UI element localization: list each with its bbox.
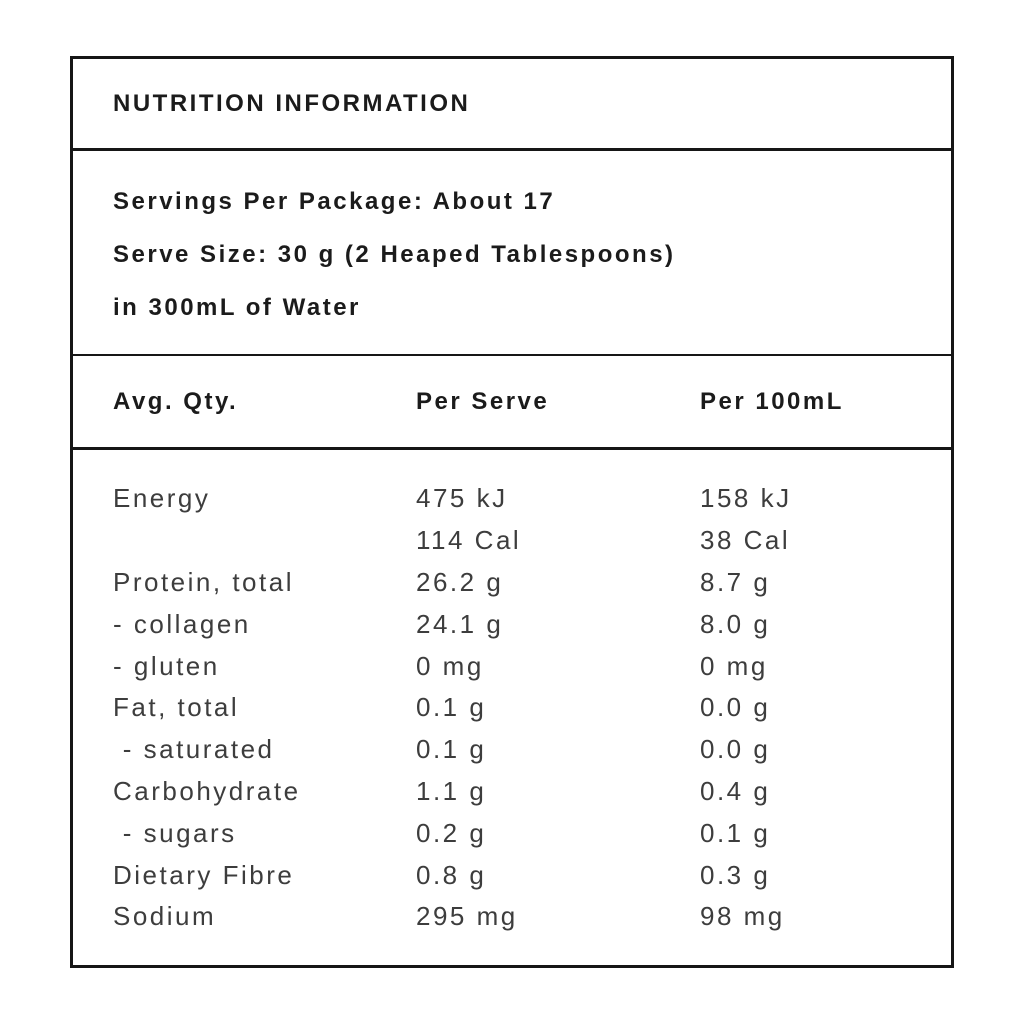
row-label: Energy — [113, 483, 211, 514]
col-header-per-serve: Per Serve — [416, 387, 550, 415]
row-label: Dietary Fibre — [113, 859, 295, 890]
row-label: - collagen — [113, 608, 251, 639]
row-per-100ml: 8.7 g — [700, 566, 771, 597]
row-per-serve: 0.2 g — [416, 817, 487, 848]
row-per-100ml: 0.3 g — [700, 859, 771, 890]
row-per-serve: 1.1 g — [416, 775, 487, 806]
table-row-energy: Energy 475 kJ 158 kJ — [113, 478, 931, 520]
table-row-collagen: - collagen 24.1 g 8.0 g — [113, 603, 931, 645]
serving-info-section: Servings Per Package: About 17 Serve Siz… — [73, 151, 951, 356]
row-per-100ml: 0.4 g — [700, 775, 771, 806]
row-per-serve: 26.2 g — [416, 566, 504, 597]
col-header-avg-qty: Avg. Qty. — [113, 387, 239, 415]
label-title: NUTRITION INFORMATION — [113, 89, 471, 117]
row-per-100ml: 0.1 g — [700, 817, 771, 848]
row-per-100ml: 0.0 g — [700, 692, 771, 723]
row-per-100ml: 98 mg — [700, 901, 785, 932]
row-per-serve: 475 kJ — [416, 483, 508, 514]
table-row-dietary-fibre: Dietary Fibre 0.8 g 0.3 g — [113, 854, 931, 896]
row-per-100ml: 8.0 g — [700, 608, 771, 639]
table-row-fat-total: Fat, total 0.1 g 0.0 g — [113, 687, 931, 729]
table-body: Energy 475 kJ 158 kJ 114 Cal 38 Cal Prot… — [73, 450, 951, 938]
row-label: - gluten — [113, 650, 220, 681]
row-label: Sodium — [113, 901, 217, 932]
row-per-serve: 0.8 g — [416, 859, 487, 890]
row-per-100ml: 158 kJ — [700, 483, 792, 514]
row-label: - saturated — [113, 734, 275, 765]
table-row-energy-cal: 114 Cal 38 Cal — [113, 520, 931, 562]
row-per-serve: 114 Cal — [416, 525, 522, 556]
row-per-serve: 24.1 g — [416, 608, 504, 639]
row-per-serve: 295 mg — [416, 901, 518, 932]
label-title-section: NUTRITION INFORMATION — [73, 59, 951, 151]
servings-per-package: Servings Per Package: About 17 — [113, 188, 556, 215]
row-per-serve: 0 mg — [416, 650, 484, 681]
serve-size: Serve Size: 30 g (2 Heaped Tablespoons) — [113, 241, 676, 268]
row-label: - sugars — [113, 817, 237, 848]
table-row-protein-total: Protein, total 26.2 g 8.7 g — [113, 562, 931, 604]
table-row-carbohydrate: Carbohydrate 1.1 g 0.4 g — [113, 771, 931, 813]
row-per-100ml: 38 Cal — [700, 525, 791, 556]
row-label: Protein, total — [113, 566, 294, 597]
table-row-sugars: - sugars 0.2 g 0.1 g — [113, 812, 931, 854]
table-row-gluten: - gluten 0 mg 0 mg — [113, 645, 931, 687]
table-row-sodium: Sodium 295 mg 98 mg — [113, 896, 931, 938]
table-row-saturated: - saturated 0.1 g 0.0 g — [113, 729, 931, 771]
row-label: Carbohydrate — [113, 775, 301, 806]
table-header-row: Avg. Qty. Per Serve Per 100mL — [73, 356, 951, 450]
row-per-100ml: 0 mg — [700, 650, 768, 681]
water-note: in 300mL of Water — [113, 294, 361, 321]
row-per-serve: 0.1 g — [416, 734, 487, 765]
nutrition-label-panel: NUTRITION INFORMATION Servings Per Packa… — [70, 56, 954, 968]
row-label: Fat, total — [113, 692, 240, 723]
row-per-serve: 0.1 g — [416, 692, 487, 723]
row-per-100ml: 0.0 g — [700, 734, 771, 765]
col-header-per-100ml: Per 100mL — [700, 387, 844, 415]
